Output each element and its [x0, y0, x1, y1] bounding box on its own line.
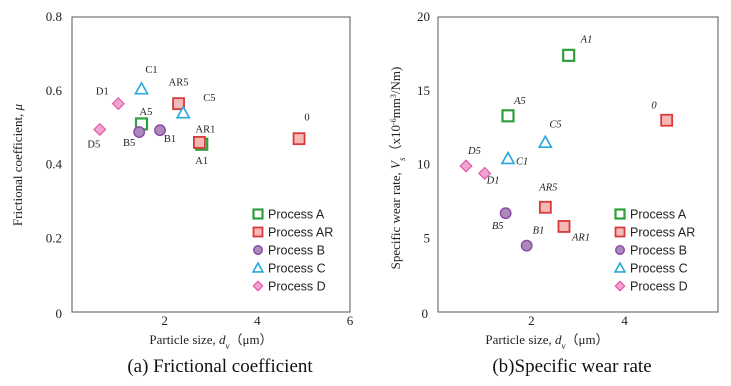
legend-b: Process A Process AR Process B Process C Pro…	[613, 208, 695, 294]
point-label-b5: B5	[492, 221, 504, 232]
point-d5	[93, 122, 107, 137]
legend-label-c: Process C	[268, 262, 326, 276]
point-d5	[459, 159, 473, 173]
point-label-a1: A1	[195, 156, 208, 167]
legend-label-a: Process A	[630, 208, 687, 222]
x-axis-label-a: Particle size, dv（μm）	[149, 332, 272, 351]
legend-label-b: Process B	[630, 244, 687, 258]
y-ticks-b: 5 10 15 20 0	[417, 9, 430, 321]
point-b1	[154, 124, 166, 137]
point-label-a5: A5	[513, 96, 526, 107]
point-ar5	[172, 97, 185, 111]
point-label-c1: C1	[145, 65, 157, 76]
point-label-b1: B1	[164, 134, 176, 145]
legend-label-d: Process D	[630, 280, 688, 294]
x-tick-label: 4	[621, 313, 628, 328]
point-b5	[133, 126, 146, 138]
legend-label-ar: Process AR	[630, 226, 695, 240]
y-tick-label: 0.6	[46, 83, 63, 98]
x-axis-label-b: Particle size, dv（μm）	[485, 332, 608, 351]
point-label-0: 0	[651, 100, 657, 111]
legend-marker-d	[614, 280, 626, 292]
point-a5	[501, 109, 515, 123]
point-0	[292, 132, 306, 146]
points-a: A5 A1 AR5 AR1 0 B5 B1 C1 C5 D1 D5	[87, 65, 309, 167]
point-label-c1: C1	[516, 157, 528, 168]
origin-label: 0	[422, 306, 429, 321]
y-tick-label: 0.2	[46, 230, 62, 245]
caption-a: (a) Frictional coefficient	[127, 356, 313, 377]
y-tick-label: 0.4	[46, 157, 63, 172]
point-label-ar1: AR1	[195, 124, 215, 135]
point-label-c5: C5	[549, 119, 561, 130]
legend-marker-d	[252, 280, 264, 292]
point-ar1	[193, 135, 206, 149]
plot-frame-b	[437, 16, 719, 313]
point-label-d1: D1	[96, 87, 109, 98]
y-tick-label: 0.8	[46, 9, 62, 24]
point-0	[660, 113, 674, 127]
point-c5	[175, 105, 191, 119]
point-label-d5: D5	[467, 146, 481, 157]
point-b1	[520, 239, 533, 252]
point-label-ar1: AR1	[571, 232, 590, 243]
point-label-ar5: AR5	[538, 182, 557, 193]
legend-marker-c	[613, 261, 627, 273]
legend-marker-c	[251, 261, 265, 273]
point-d1	[111, 97, 125, 111]
y-tick-label: 10	[417, 157, 430, 172]
point-ar1	[557, 220, 571, 233]
legend-marker-ar	[614, 226, 626, 238]
point-label-0: 0	[304, 113, 309, 124]
y-tick-label: 15	[417, 83, 430, 98]
point-label-a1: A1	[580, 34, 593, 45]
point-label-ar5: AR5	[169, 78, 189, 89]
origin-label: 0	[56, 306, 63, 321]
legend-marker-ar	[252, 226, 264, 238]
point-label-b1: B1	[533, 226, 545, 237]
point-a1	[562, 48, 576, 62]
y-tick-label: 20	[417, 9, 430, 24]
panel-frictional-coefficient: 0.2 0.4 0.6 0.8 0 2 4 6 A5 A1 AR5 AR1 0 B5 B1 C1 C5 D1 D…	[10, 9, 354, 377]
point-b5	[499, 207, 512, 220]
points-b: A1 A5 0 AR5 AR1 B5 B1 C5 C1 D5 D1	[459, 34, 674, 252]
point-c5	[537, 134, 553, 149]
x-tick-label: 6	[347, 313, 354, 328]
caption-b: (b)Specific wear rate	[492, 356, 651, 377]
y-axis-label-b: Specific wear rate, Vs（x10-6mm3/Nm)	[388, 67, 407, 270]
legend-marker-a	[252, 208, 264, 220]
legend-label-ar: Process AR	[268, 226, 333, 240]
legend-marker-a	[614, 208, 626, 220]
point-c1	[134, 81, 149, 95]
legend-label-c: Process C	[630, 262, 688, 276]
point-label-b5: B5	[123, 138, 135, 149]
point-label-d1: D1	[486, 175, 500, 186]
point-label-c5: C5	[203, 93, 215, 104]
y-axis-label-a: Frictional coefficient, μ	[10, 103, 25, 226]
point-c1	[500, 150, 516, 165]
plot-frame-a	[71, 16, 351, 313]
x-ticks-a: 2 4 6	[161, 313, 353, 328]
point-d1	[478, 166, 492, 180]
legend-label-d: Process D	[268, 280, 326, 294]
legend-label-b: Process B	[268, 244, 325, 258]
point-ar5	[538, 200, 552, 214]
legend-label-a: Process A	[268, 208, 325, 222]
y-ticks-a: 0.2 0.4 0.6 0.8 0	[46, 9, 63, 321]
point-label-a5: A5	[140, 107, 153, 118]
x-tick-label: 2	[528, 313, 535, 328]
legend-marker-b	[615, 245, 625, 255]
y-tick-label: 5	[424, 230, 431, 245]
point-label-d5: D5	[87, 139, 100, 150]
x-tick-label: 4	[254, 313, 261, 328]
legend-marker-b	[253, 245, 263, 255]
x-tick-label: 2	[161, 313, 168, 328]
legend-a: Process A Process AR Process B Process C Pro…	[251, 208, 333, 294]
